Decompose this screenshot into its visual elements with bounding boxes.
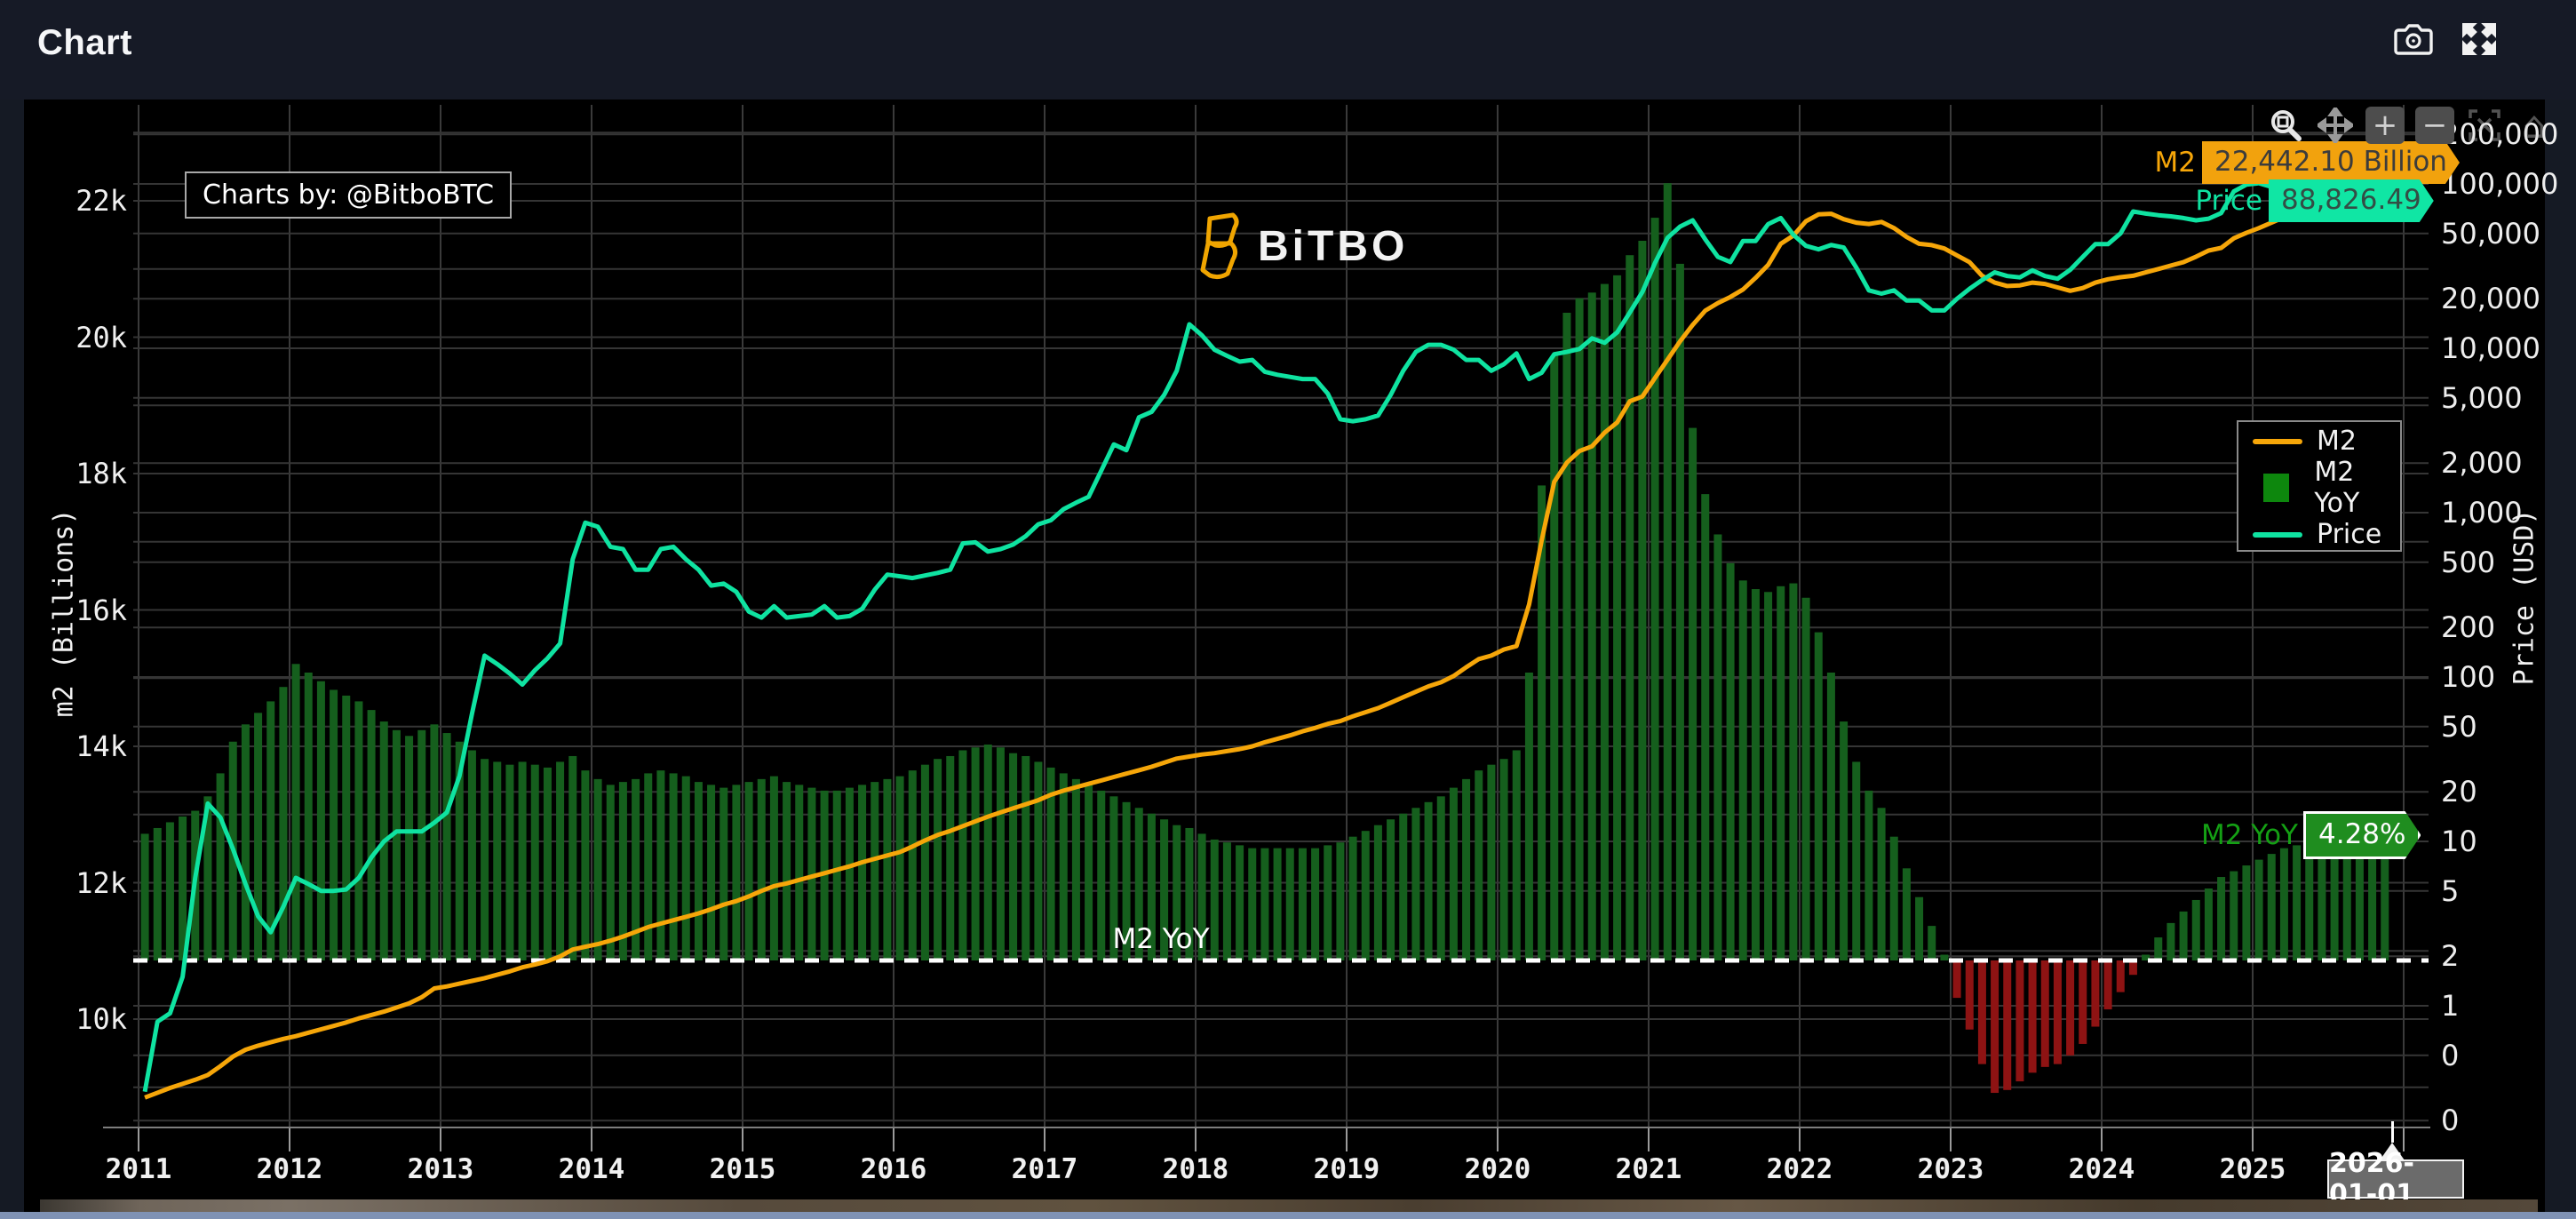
box-zoom-icon[interactable] bbox=[2266, 107, 2305, 144]
legend-item-price[interactable]: Price bbox=[2238, 519, 2400, 550]
x-axis-tick-label: 2019 bbox=[1313, 1153, 1380, 1185]
hover-axis-tick bbox=[2391, 1121, 2394, 1143]
left-axis-tick-label: 14k bbox=[76, 729, 127, 763]
right-axis-tick-label: 0 bbox=[2441, 1103, 2460, 1138]
left-axis-tick-label: 20k bbox=[76, 320, 127, 355]
legend-item-m2[interactable]: M2 bbox=[2238, 426, 2400, 457]
right-axis-tick-label: 100,000 bbox=[2441, 167, 2559, 201]
header-bar: Chart bbox=[0, 0, 2576, 100]
x-axis-tick-label: 2014 bbox=[558, 1153, 625, 1185]
m2-current-badge: 22,442.10 Billion bbox=[2202, 141, 2460, 184]
screenshot-camera-icon[interactable] bbox=[2393, 20, 2434, 59]
x-axis-tick-label: 2018 bbox=[1162, 1153, 1229, 1185]
price-current-badge: 88,826.49 bbox=[2269, 179, 2434, 222]
x-axis-tick-label: 2023 bbox=[1917, 1153, 1984, 1185]
left-axis-tick-label: 22k bbox=[76, 184, 127, 218]
right-axis-tick-label: 2,000 bbox=[2441, 446, 2523, 481]
right-axis-tick-label: 500 bbox=[2441, 545, 2496, 579]
bitbo-logo: BiTBO bbox=[1197, 211, 1408, 281]
right-axis-title: Price (USD) bbox=[2508, 508, 2540, 686]
chart-panel: 22k 20k 18k 16k 14k 12k 10k 200,000 100,000 50,0… bbox=[24, 100, 2558, 1219]
left-axis-title: m2 (Billions) bbox=[48, 508, 80, 718]
left-axis-tick-label: 10k bbox=[76, 1002, 127, 1036]
x-axis-tick-label: 2011 bbox=[105, 1153, 172, 1185]
header-icons bbox=[2393, 20, 2500, 59]
right-axis-tick-label: 100 bbox=[2441, 660, 2496, 694]
price-current-label: Price bbox=[2195, 185, 2262, 217]
yoy-current-label: M2 YoY bbox=[2200, 819, 2298, 851]
left-axis-tick-label: 12k bbox=[76, 865, 127, 900]
autoscale-icon[interactable] bbox=[2465, 107, 2504, 144]
hover-date-tooltip: 2026-01-01 bbox=[2327, 1148, 2464, 1210]
hover-tooltip-notch bbox=[2380, 1143, 2405, 1160]
watermark-credit: Charts by: @BitboBTC bbox=[185, 171, 513, 219]
reset-axes-home-icon[interactable]: ⌂ bbox=[2522, 103, 2547, 147]
m2-current-label: M2 bbox=[2154, 147, 2196, 179]
plot-area[interactable] bbox=[133, 105, 2429, 1162]
right-axis-tick-label: 10,000 bbox=[2441, 331, 2540, 365]
zoom-in-icon[interactable]: + bbox=[2365, 107, 2405, 144]
m2yoy-square-swatch bbox=[2263, 474, 2290, 502]
bitbo-logo-icon bbox=[1200, 212, 1239, 280]
right-axis-tick-label: 200 bbox=[2441, 610, 2496, 645]
fullscreen-icon[interactable] bbox=[2459, 20, 2500, 59]
page-title: Chart bbox=[37, 23, 132, 62]
x-axis-tick-label: 2024 bbox=[2068, 1153, 2135, 1185]
right-axis-tick-label: 1,000 bbox=[2441, 496, 2523, 530]
m2-line-swatch bbox=[2253, 438, 2302, 444]
right-axis-tick-label: 200,000 bbox=[2441, 117, 2559, 152]
right-axis-tick-label: 10 bbox=[2441, 825, 2477, 858]
bitbo-logo-text: BiTBO bbox=[1258, 222, 1409, 270]
right-axis-tick-label: 20 bbox=[2441, 775, 2477, 809]
range-slider[interactable] bbox=[40, 1199, 2538, 1214]
right-axis-tick-label: 1 bbox=[2441, 989, 2460, 1023]
right-axis-tick-label: 5 bbox=[2441, 873, 2460, 908]
price-line-swatch bbox=[2253, 531, 2302, 538]
x-axis-tick-label: 2017 bbox=[1011, 1153, 1078, 1185]
right-axis-tick-label: 5,000 bbox=[2441, 380, 2523, 415]
x-axis-tick-label: 2016 bbox=[860, 1153, 927, 1185]
x-axis-tick-label: 2020 bbox=[1464, 1153, 1531, 1185]
right-axis-tick-label: 50,000 bbox=[2441, 216, 2540, 251]
x-axis-tick-label: 2022 bbox=[1766, 1153, 1833, 1185]
legend: M2 M2 YoY Price bbox=[2237, 420, 2402, 552]
yoy-reference-line-label: M2 YoY bbox=[1112, 923, 1210, 955]
x-axis-tick-label: 2013 bbox=[407, 1153, 474, 1185]
x-axis-tick-label: 2025 bbox=[2219, 1153, 2286, 1185]
right-axis-tick-label: 2 bbox=[2441, 939, 2460, 974]
zoom-out-icon[interactable]: − bbox=[2415, 107, 2454, 144]
left-axis-tick-label: 16k bbox=[76, 593, 127, 627]
bottom-scrollbar[interactable] bbox=[0, 1212, 2576, 1219]
plot-modebar: + − ⌂ bbox=[2266, 107, 2554, 144]
right-axis-tick-label: 50 bbox=[2441, 709, 2477, 744]
right-axis-tick-label: 0 bbox=[2441, 1038, 2460, 1072]
x-axis-tick-label: 2021 bbox=[1615, 1153, 1682, 1185]
x-axis-tick-label: 2015 bbox=[709, 1153, 776, 1185]
x-axis-tick-label: 2012 bbox=[256, 1153, 323, 1185]
legend-item-m2yoy[interactable]: M2 YoY bbox=[2238, 457, 2400, 519]
yoy-current-badge: 4.28% bbox=[2303, 811, 2421, 859]
left-axis-tick-label: 18k bbox=[76, 457, 127, 490]
x-axis-line bbox=[103, 1127, 2430, 1128]
right-axis-tick-label: 20,000 bbox=[2441, 282, 2540, 316]
pan-icon[interactable] bbox=[2316, 107, 2355, 144]
